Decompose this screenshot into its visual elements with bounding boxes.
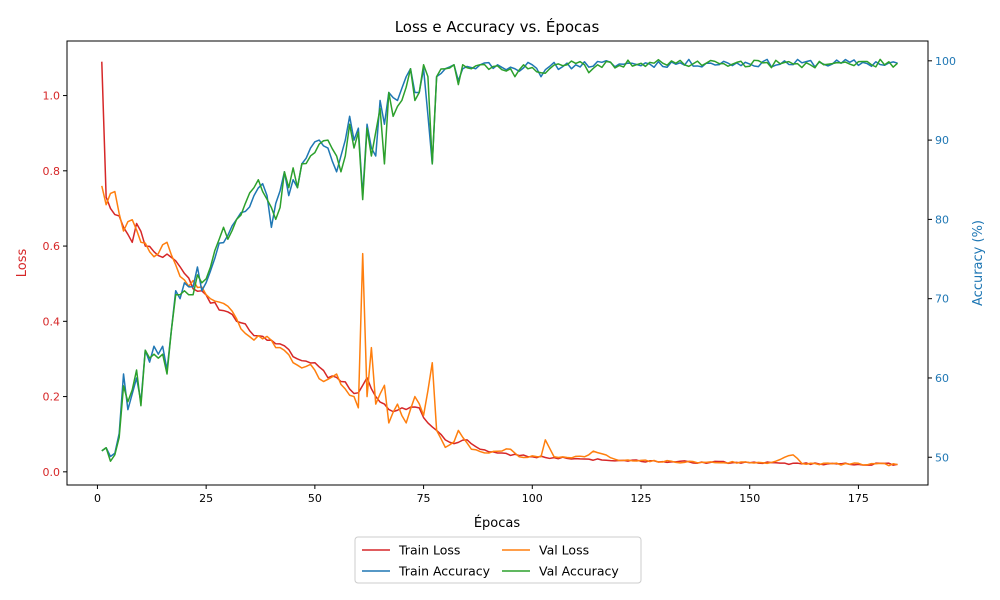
- y-right-tick-label: 60: [935, 372, 949, 385]
- legend-label: Train Loss: [398, 543, 460, 558]
- y-left-tick-label: 0.4: [43, 315, 61, 328]
- y-axis-right-label: Accuracy (%): [971, 220, 986, 306]
- y-left-tick-label: 0.8: [43, 165, 61, 178]
- y-right-tick-label: 100: [935, 55, 956, 68]
- legend-item: Train Accuracy: [362, 564, 491, 579]
- x-axis: 0 25 50 75 100 125 150 175: [94, 485, 869, 505]
- x-tick-label: 175: [848, 492, 869, 505]
- y-right-tick-label: 90: [935, 134, 949, 147]
- x-tick-label: 75: [417, 492, 431, 505]
- chart-title: Loss e Accuracy vs. Épocas: [395, 17, 600, 36]
- y-right-tick-label: 80: [935, 213, 949, 226]
- legend-item: Val Loss: [502, 543, 589, 558]
- series-line-train-accuracy: [101, 58, 898, 458]
- x-tick-label: 125: [631, 492, 652, 505]
- legend-item: Train Loss: [362, 543, 460, 558]
- legend-label: Val Loss: [539, 543, 589, 558]
- legend-item: Val Accuracy: [502, 564, 619, 579]
- plot-frame: [66, 40, 929, 486]
- x-tick-label: 150: [739, 492, 760, 505]
- y-left-tick-label: 0.2: [43, 391, 61, 404]
- series-line-val-loss: [101, 185, 898, 467]
- legend-label: Train Accuracy: [398, 564, 491, 579]
- series-line-val-accuracy: [101, 58, 899, 462]
- legend-frame: [354, 536, 642, 584]
- y-right-tick-label: 70: [935, 293, 949, 306]
- y-left-tick-label: 1.0: [43, 90, 61, 103]
- y-right-tick-label: 50: [935, 451, 949, 464]
- legend-label: Val Accuracy: [539, 564, 619, 579]
- y-left-tick-label: 0.0: [43, 466, 61, 479]
- y-axis-left: 0.0 0.2 0.4 0.6 0.8 1.0: [43, 90, 67, 479]
- x-tick-label: 50: [308, 492, 322, 505]
- x-tick-label: 0: [94, 492, 101, 505]
- y-axis-right: 50 60 70 80 90 100: [928, 55, 956, 464]
- series-layer: [101, 58, 899, 467]
- x-axis-label: Épocas: [474, 515, 521, 531]
- x-tick-label: 25: [199, 492, 213, 505]
- y-axis-left-label: Loss: [15, 249, 30, 278]
- legend: Train Loss Val Loss Train Accuracy Val Accu…: [354, 536, 642, 584]
- y-left-tick-label: 0.6: [43, 240, 61, 253]
- x-tick-label: 100: [522, 492, 543, 505]
